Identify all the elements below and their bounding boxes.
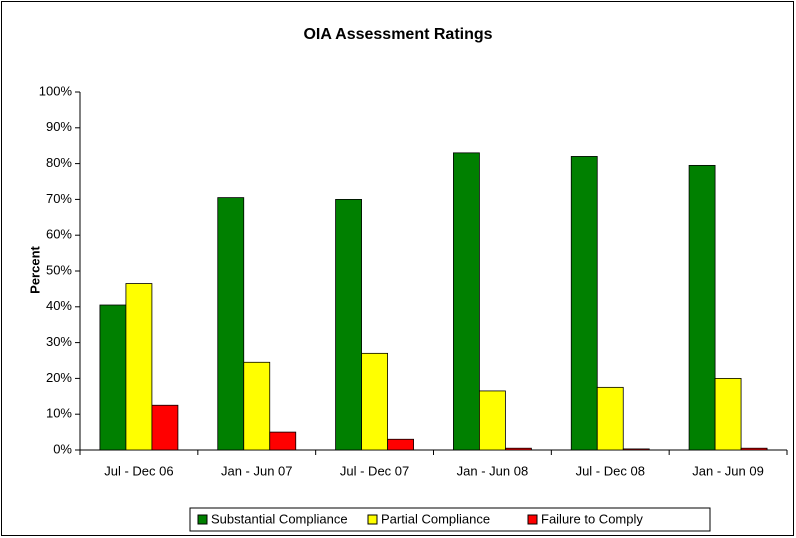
- legend-label: Failure to Comply: [541, 511, 643, 526]
- bar: [505, 447, 532, 451]
- y-tick-label: 20%: [46, 370, 72, 385]
- y-tick-label: 30%: [46, 334, 72, 349]
- y-axis-label: Percent: [27, 245, 42, 293]
- legend-swatch: [197, 514, 208, 525]
- bar: [151, 404, 179, 451]
- y-tick-label: 50%: [46, 262, 72, 277]
- bar: [361, 352, 388, 451]
- bar: [99, 304, 127, 451]
- legend-swatch: [367, 514, 378, 525]
- x-tick-label: Jan - Jun 08: [457, 463, 529, 478]
- legend-label: Substantial Compliance: [211, 511, 348, 526]
- chart-title: OIA Assessment Ratings: [303, 26, 492, 43]
- y-tick-label: 10%: [46, 406, 72, 421]
- bar: [217, 197, 245, 451]
- bar: [269, 431, 297, 451]
- x-tick-label: Jul - Dec 06: [104, 463, 173, 478]
- bar: [335, 198, 362, 451]
- x-tick-label: Jan - Jun 07: [221, 463, 293, 478]
- y-tick-label: 70%: [46, 191, 72, 206]
- y-tick-label: 40%: [46, 298, 72, 313]
- bar: [596, 386, 624, 451]
- legend-box: [189, 507, 711, 532]
- x-tick-label: Jul - Dec 07: [340, 463, 409, 478]
- bar: [622, 448, 650, 451]
- y-tick-label: 90%: [46, 119, 72, 134]
- bar: [714, 377, 742, 451]
- y-tick-label: 100%: [39, 83, 73, 98]
- y-tick-label: 60%: [46, 227, 72, 242]
- y-tick-label: 80%: [46, 155, 72, 170]
- bar: [740, 447, 768, 451]
- bar: [453, 152, 480, 451]
- bar: [479, 390, 506, 451]
- bar: [243, 361, 271, 451]
- bar: [387, 438, 414, 451]
- y-tick-label: 0%: [53, 441, 72, 456]
- x-tick-label: Jul - Dec 08: [576, 463, 645, 478]
- bar: [688, 164, 716, 451]
- bar: [125, 283, 153, 451]
- bar: [570, 156, 598, 451]
- legend-label: Partial Compliance: [381, 511, 490, 526]
- legend-swatch: [527, 514, 538, 525]
- x-tick-label: Jan - Jun 09: [692, 463, 764, 478]
